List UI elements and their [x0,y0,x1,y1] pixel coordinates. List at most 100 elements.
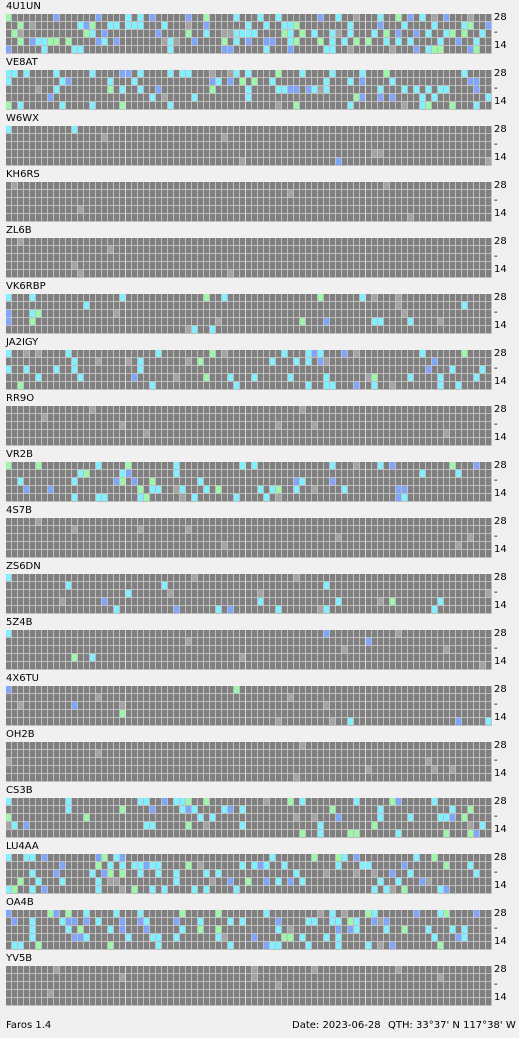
grid-cell [12,462,17,469]
grid-cell [408,38,413,45]
grid-cell [450,198,455,205]
grid-cell [234,582,239,589]
grid-cell [300,70,305,77]
grid-cell [312,238,317,245]
grid-cell [174,582,179,589]
grid-cell [228,598,233,605]
grid-cell [24,254,29,261]
grid-cell [252,206,257,213]
grid-cell [210,294,215,301]
grid-cell [342,422,347,429]
grid-cell [24,302,29,309]
grid-cell [318,382,323,389]
scale-label-14: 14 [494,264,507,275]
grid-cell [306,646,311,653]
grid-cell [414,326,419,333]
grid-cell [444,270,449,277]
hour-divider [125,574,126,614]
grid-cell [450,630,455,637]
grid-cell [132,206,137,213]
grid-cell [252,270,257,277]
grid-cell [66,422,71,429]
grid-cell [390,262,395,269]
grid-cell [150,574,155,581]
grid-cell [450,206,455,213]
grid-cell [144,486,149,493]
grid-cell [168,534,173,541]
grid-cell [132,638,137,645]
grid-cell [360,38,365,45]
grid-cell [210,438,215,445]
grid-cell [378,366,383,373]
grid-cell [414,646,419,653]
grid-cell [192,86,197,93]
grid-cell [402,662,407,669]
grid-cell [60,358,65,365]
grid-cell [426,262,431,269]
grid-cell [426,150,431,157]
grid-cell [156,574,161,581]
grid-cell [30,14,35,21]
grid-cell [402,358,407,365]
grid-cell [252,38,257,45]
grid-cell [66,102,71,109]
grid-cell [384,350,389,357]
grid-cell [102,142,107,149]
grid-cell [450,646,455,653]
grid-cell [384,214,389,221]
grid-cell [222,326,227,333]
grid-cell [348,158,353,165]
grid-cell [312,310,317,317]
grid-cell [276,430,281,437]
hour-divider [365,462,366,502]
grid-cell [300,310,305,317]
grid-cell [114,86,119,93]
grid-cell [60,326,65,333]
scale-label-mid: - [494,251,498,262]
grid-cell [138,534,143,541]
grid-cell [210,70,215,77]
grid-cell [54,254,59,261]
grid-cell [126,486,131,493]
grid-cell [330,142,335,149]
grid-cell [204,326,209,333]
grid-cell [222,534,227,541]
grid-cell [12,238,17,245]
grid-cell [102,302,107,309]
grid-cell [18,590,23,597]
grid-cell [330,158,335,165]
grid-cell [60,582,65,589]
grid-cell [450,422,455,429]
grid-cell [72,494,77,501]
grid-cell [72,198,77,205]
grid-cell [66,190,71,197]
grid-cell [294,534,299,541]
grid-cell [336,438,341,445]
grid-cell [174,470,179,477]
grid-cell [192,318,197,325]
grid-cell [294,438,299,445]
grid-cell [414,262,419,269]
grid-cell [264,494,269,501]
grid-cell [132,262,137,269]
grid-cell [366,150,371,157]
grid-cell [144,598,149,605]
grid-cell [234,78,239,85]
grid-cell [270,70,275,77]
grid-cell [90,550,95,557]
grid-cell [408,254,413,261]
band-grid-svg [6,406,491,446]
grid-cell [420,102,425,109]
grid-cell [366,382,371,389]
grid-cell [228,590,233,597]
grid-cell [336,318,341,325]
grid-cell [372,318,377,325]
grid-cell [48,630,53,637]
grid-cell [234,14,239,21]
grid-cell [150,46,155,53]
grid-cell [480,582,485,589]
grid-cell [54,414,59,421]
grid-cell [372,78,377,85]
grid-cell [240,542,245,549]
grid-cell [372,662,377,669]
